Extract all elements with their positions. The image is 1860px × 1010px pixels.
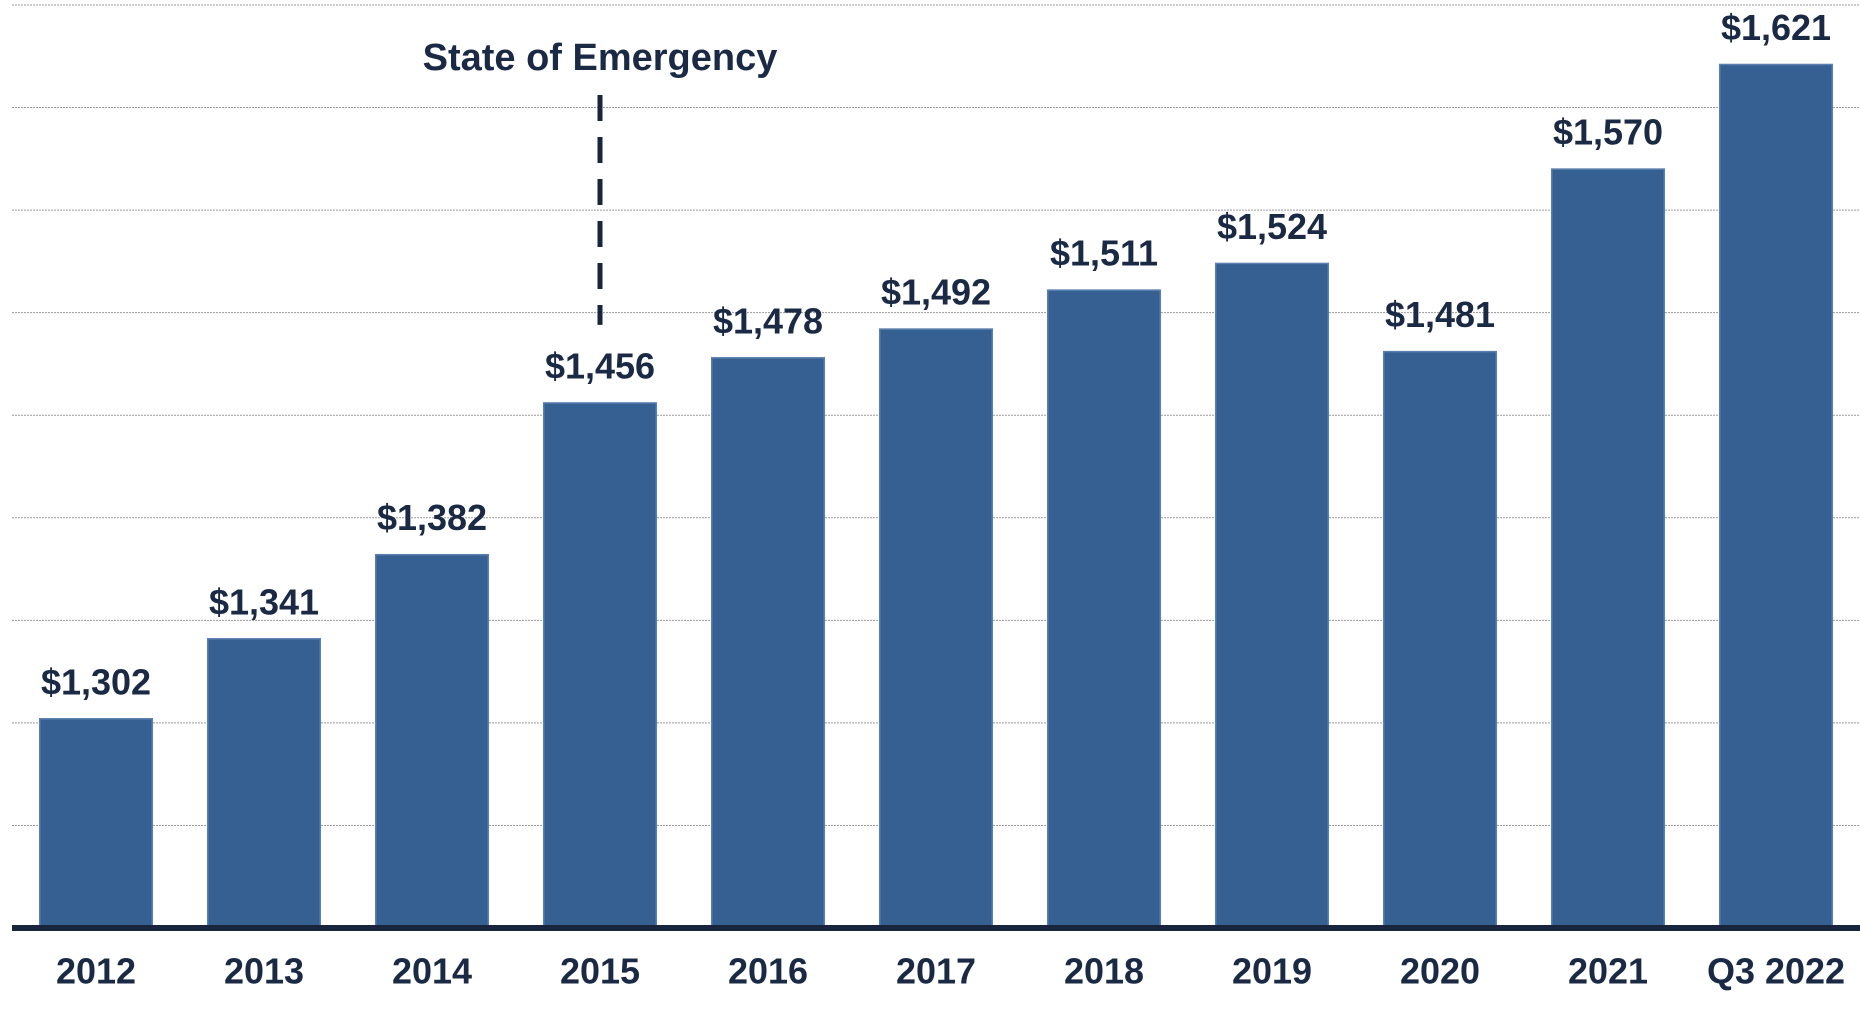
bar (710, 357, 826, 929)
value-label: $1,382 (377, 497, 487, 538)
x-tick-label: 2020 (1400, 951, 1480, 992)
x-tick-label: 2013 (224, 951, 304, 992)
x-tick-label: 2021 (1568, 951, 1648, 992)
value-label: $1,570 (1553, 112, 1663, 153)
bar (1718, 63, 1834, 929)
bar (38, 718, 154, 929)
bar (1046, 289, 1162, 929)
bar (1382, 350, 1498, 929)
value-label: $1,621 (1721, 7, 1831, 48)
x-tick-label: 2019 (1232, 951, 1312, 992)
bar (1550, 168, 1666, 929)
annotation-text: State of Emergency (423, 37, 778, 79)
value-label: $1,524 (1217, 206, 1327, 247)
x-tick-label: 2015 (560, 951, 640, 992)
x-tick-label: 2018 (1064, 951, 1144, 992)
x-tick-label: 2016 (728, 951, 808, 992)
bar (1214, 262, 1330, 929)
bar (374, 553, 490, 929)
x-tick-label: 2017 (896, 951, 976, 992)
x-tick-label: Q3 2022 (1707, 951, 1845, 992)
value-label: $1,456 (545, 345, 655, 386)
value-label: $1,478 (713, 300, 823, 341)
value-label: $1,341 (209, 581, 319, 622)
value-label: $1,511 (1050, 233, 1158, 274)
value-label: $1,302 (41, 661, 151, 702)
bar (206, 638, 322, 929)
x-tick-label: 2014 (392, 951, 472, 992)
bar (878, 328, 994, 929)
bar (542, 402, 658, 929)
x-tick-label: 2012 (56, 951, 136, 992)
value-label: $1,492 (881, 272, 991, 313)
value-label: $1,481 (1385, 294, 1495, 335)
